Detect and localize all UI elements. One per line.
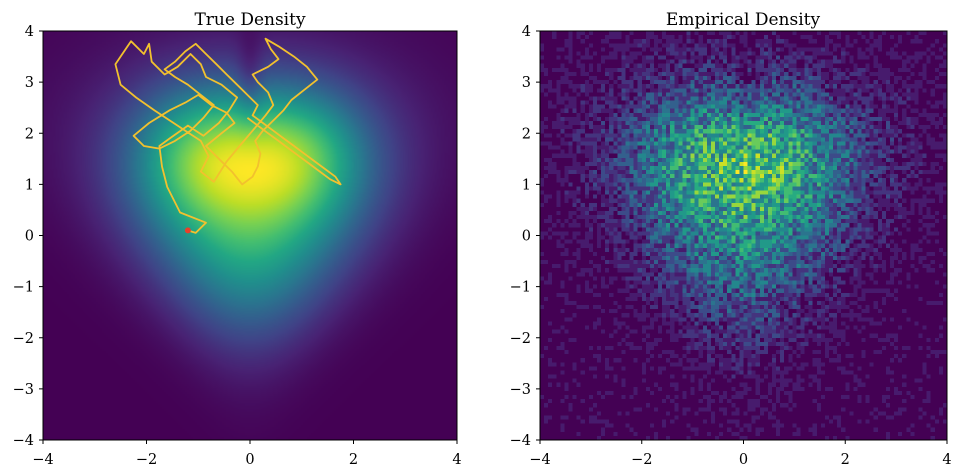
y-tick-label: 1	[522, 177, 531, 193]
x-tick-label: 4	[452, 452, 461, 468]
y-tick-label: −1	[510, 280, 531, 296]
sample-trajectory	[114, 37, 342, 234]
x-tick-label: 0	[739, 452, 748, 468]
x-tick-label: −4	[32, 452, 53, 468]
y-tick-label: 4	[25, 24, 34, 40]
y-tick-label: −4	[13, 433, 34, 449]
y-tick-label: 2	[522, 126, 531, 142]
y-tick-label: 3	[522, 75, 531, 91]
empirical-density-heatmap	[540, 31, 947, 440]
true-density-title: True Density	[194, 10, 306, 30]
y-tick-label: 3	[25, 75, 34, 91]
empirical-density-panel: Empirical Density −4 −2 0 2 4 4 3 2 1 0 −1 −2 −3 −4	[510, 10, 952, 468]
y-tick-label: 1	[25, 177, 34, 193]
x-tick-label: 2	[841, 452, 850, 468]
y-tick-label: −2	[510, 331, 531, 347]
y-tick-label: −4	[510, 433, 531, 449]
y-tick-label: 4	[522, 24, 531, 40]
x-tick-label: 4	[942, 452, 951, 468]
y-tick-label: −3	[510, 382, 531, 398]
empirical-density-ticks: −4 −2 0 2 4 4 3 2 1 0 −1 −2 −3 −4	[510, 24, 952, 468]
x-tick-label: −4	[529, 452, 550, 468]
y-tick-label: 0	[522, 229, 531, 245]
y-tick-label: 0	[25, 229, 34, 245]
x-tick-label: 2	[349, 452, 358, 468]
true-density-panel: True Density −4 −2 0 2 4 4 3 2 1 0 −1 −2 −3 −4	[13, 10, 462, 468]
x-tick-label: −2	[136, 452, 157, 468]
trajectory-start-marker	[184, 227, 191, 234]
empirical-density-title: Empirical Density	[666, 10, 821, 30]
y-tick-label: −2	[13, 331, 34, 347]
y-tick-label: 2	[25, 126, 34, 142]
y-tick-label: −1	[13, 280, 34, 296]
true-density-ticks: −4 −2 0 2 4 4 3 2 1 0 −1 −2 −3 −4	[13, 24, 462, 468]
y-tick-label: −3	[13, 382, 34, 398]
trajectory-line	[114, 37, 342, 234]
x-tick-label: 0	[245, 452, 254, 468]
true-density-heatmap	[43, 31, 457, 440]
x-tick-label: −2	[631, 452, 652, 468]
